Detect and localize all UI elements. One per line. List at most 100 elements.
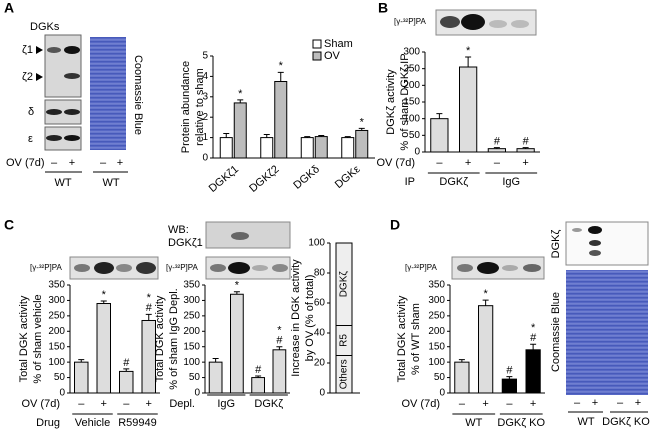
legend-label: Sham: [324, 38, 353, 50]
band: [46, 109, 62, 115]
panel-letter: D: [390, 217, 400, 233]
y-tick-label: 300: [403, 47, 420, 58]
bar: [119, 370, 134, 394]
band: [502, 265, 518, 271]
significance-mark: *: [235, 280, 240, 292]
stain-label: Coomassie Blue: [550, 292, 562, 372]
level-label: +: [117, 157, 123, 169]
genotype-label: WT: [54, 177, 71, 189]
y-tick-label: 3: [202, 91, 208, 102]
error-bar: [482, 299, 489, 306]
band: [589, 250, 601, 256]
y-tick-label: 100: [308, 238, 325, 249]
y-tick-label: 0: [319, 388, 325, 399]
significance-mark: *: [277, 325, 282, 337]
error-bar: [145, 313, 152, 321]
group-label: DGKζ: [254, 398, 283, 410]
y-tick-label: 50: [189, 372, 201, 383]
x-tick-label: –: [506, 398, 513, 410]
y-tick-label: 100: [428, 357, 445, 368]
y-axis-label: % of WT sham: [410, 303, 422, 375]
bar: [459, 66, 478, 153]
y-tick-label: 20: [314, 358, 326, 369]
stain-label: Coomassie Blue: [132, 55, 144, 135]
genotype-label: WT: [102, 177, 119, 189]
y-axis-label: Increase in DGK activity: [290, 259, 302, 377]
bar: [260, 137, 274, 159]
x-tick-label: +: [465, 157, 471, 169]
level-label: +: [592, 397, 598, 409]
y-tick-label: 60: [314, 298, 326, 309]
error-bar: [358, 127, 365, 131]
y-tick-label: 200: [183, 326, 200, 337]
level-label: +: [69, 157, 75, 169]
wb-label: DGKζ1: [168, 237, 203, 249]
error-bar: [318, 135, 325, 137]
y-tick-label: 200: [48, 326, 65, 337]
bar: [525, 349, 541, 394]
bar: [230, 293, 244, 394]
x-tick-label: –: [78, 398, 85, 410]
band: [64, 135, 80, 141]
y-axis-label: % of sham vehicle: [32, 294, 44, 383]
bar: [208, 361, 223, 394]
significance-mark: #: [276, 335, 283, 347]
probe-label: [γ-³²P]PA: [166, 263, 199, 272]
band-label: ζ2: [22, 71, 33, 83]
y-tick-label: 150: [428, 341, 445, 352]
y-tick-label: 150: [403, 97, 420, 108]
x-tick-label: DGKε: [333, 163, 363, 191]
y-tick-label: 50: [54, 372, 66, 383]
x-tick-label: DGKζ2: [247, 163, 281, 195]
bar: [314, 136, 328, 159]
significance-mark: *: [102, 289, 107, 301]
error-bar: [277, 71, 284, 82]
band: [46, 135, 62, 141]
y-tick-label: 50: [434, 372, 446, 383]
band-label: ε: [28, 133, 33, 145]
arrowhead: [36, 73, 43, 81]
error-bar: [465, 56, 472, 67]
y-axis-label: by OV (% of total): [304, 275, 316, 362]
significance-mark: *: [147, 292, 152, 304]
y-tick-label: 250: [428, 310, 445, 321]
significance-mark: #: [530, 332, 537, 344]
error-bar: [212, 357, 219, 363]
y-tick-label: 5: [202, 51, 208, 62]
segment-label: R5: [339, 334, 350, 347]
x-tick-label: DGKζ1: [207, 163, 241, 195]
band: [94, 262, 114, 274]
bar: [219, 137, 233, 159]
level-label: –: [100, 157, 107, 169]
significance-mark: *: [238, 88, 243, 100]
band: [461, 14, 485, 30]
error-bar: [493, 147, 500, 149]
bar: [341, 137, 355, 159]
y-tick-label: 200: [403, 80, 420, 91]
blot: [44, 126, 82, 151]
y-tick-label: 100: [403, 113, 420, 124]
x-tick-label: DGKδ: [291, 163, 322, 191]
y-tick-label: 150: [183, 341, 200, 352]
group-label: IgG: [502, 176, 520, 188]
band: [116, 264, 132, 272]
y-axis-label: % of sham IgG Depl.: [168, 288, 180, 390]
band: [252, 265, 268, 271]
panel-letter: B: [378, 0, 388, 16]
bar: [272, 349, 287, 394]
x-tick-label: +: [146, 398, 152, 410]
bar: [355, 129, 369, 159]
band: [64, 109, 80, 115]
y-axis-label: Total DGK activity: [18, 295, 30, 382]
y-tick-label: 350: [183, 280, 200, 291]
y-tick-label: 250: [403, 63, 420, 74]
x-tick-label: –: [459, 398, 466, 410]
probe-label: [γ-³²P]PA: [394, 17, 427, 26]
significance-mark: *: [531, 322, 536, 334]
band: [572, 228, 582, 232]
arrowhead: [36, 46, 43, 54]
y-axis-label: Total DGK activity: [154, 295, 166, 382]
x-tick-label: –: [494, 157, 501, 169]
bar: [300, 137, 314, 159]
bar: [478, 305, 494, 394]
